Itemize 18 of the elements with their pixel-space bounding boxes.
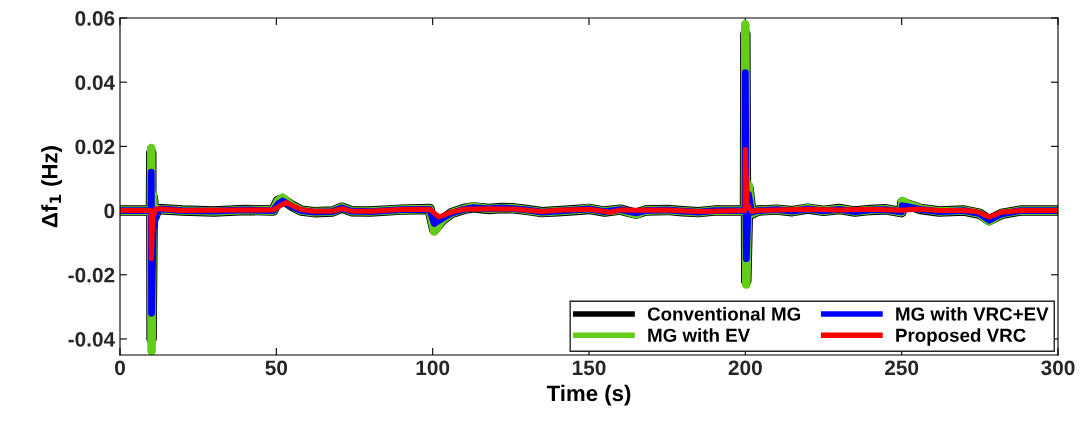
legend-label: Conventional MG (647, 306, 801, 321)
legend-label: MG with EV (648, 328, 751, 342)
x-tick-label: 100 (416, 360, 450, 376)
y-tick-label: 0.02 (75, 139, 115, 155)
x-tick-label: 250 (885, 360, 919, 376)
x-tick-label: 50 (265, 360, 288, 376)
y-tick-label: 0.06 (75, 11, 115, 26)
y-axis-title: Δf$_{1}$ (Hz) (41, 146, 62, 228)
y-tick-label: 0.04 (75, 75, 116, 90)
legend-label: MG with VRC+EV (896, 306, 1049, 321)
y-tick-label: 0 (104, 203, 115, 219)
legend-label: Proposed VRC (896, 328, 1026, 346)
x-tick-label: 200 (728, 360, 762, 376)
x-tick-label: 300 (1041, 360, 1075, 376)
y-tick-label: -0.02 (68, 267, 115, 283)
x-tick-label: 150 (572, 360, 606, 376)
x-axis-title: Time (s) (546, 384, 631, 406)
y-tick-label: -0.04 (68, 331, 116, 347)
